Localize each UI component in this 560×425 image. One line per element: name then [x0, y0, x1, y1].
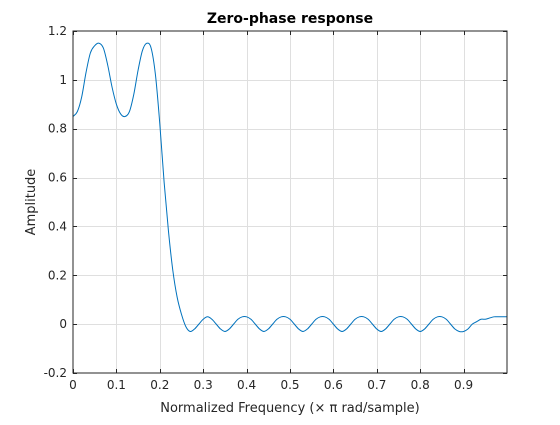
y-tick-label: 0: [59, 317, 67, 331]
tick-marks: [73, 31, 507, 374]
tick-labels: 0 0.1 0.2 0.3 0.4 0.5 0.6 0.7 0.8 0.9-0.200.20.40…: [44, 24, 474, 392]
x-tick-label: 0.8: [411, 378, 430, 392]
y-tick-label: 0.8: [48, 122, 67, 136]
y-axis-label: Amplitude: [24, 169, 39, 236]
chart-title: Zero-phase response: [207, 11, 373, 27]
y-tick-label: 1.2: [48, 24, 67, 38]
y-tick-label: 0.6: [48, 171, 67, 185]
data-layer: [73, 42, 507, 333]
x-tick-label: 0.1: [107, 378, 126, 392]
x-tick-label: 0.9: [454, 378, 473, 392]
y-tick-label: 0.4: [48, 219, 67, 233]
series-line-0: [73, 42, 507, 333]
y-tick-label: 1: [59, 73, 67, 87]
x-tick-label: 0.5: [280, 378, 299, 392]
x-tick-label: 0.6: [324, 378, 343, 392]
x-tick-label: 0: [69, 378, 77, 392]
grid-lines: [73, 31, 507, 373]
x-tick-label: 0.7: [367, 378, 386, 392]
x-tick-label: 0.4: [237, 378, 256, 392]
x-tick-label: 0.2: [150, 378, 169, 392]
x-tick-label: 0.3: [194, 378, 213, 392]
y-tick-label: -0.2: [44, 366, 67, 380]
y-tick-label: 0.2: [48, 268, 67, 282]
x-axis-label: Normalized Frequency (× π rad/sample): [160, 401, 419, 416]
